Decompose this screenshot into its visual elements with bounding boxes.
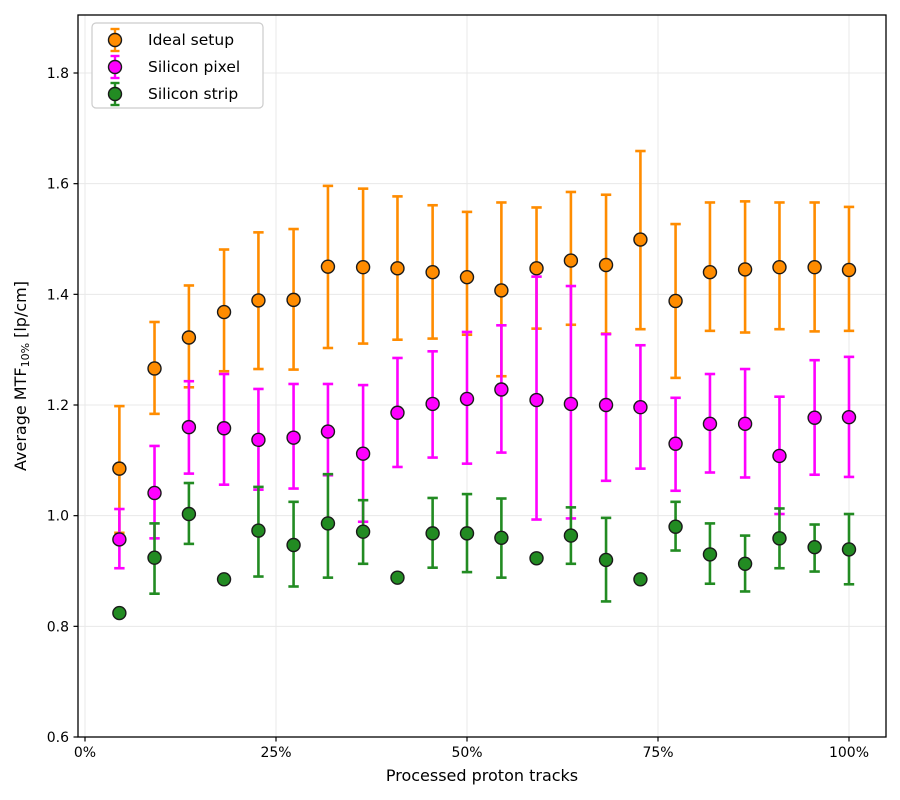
data-point — [772, 531, 787, 546]
data-point — [216, 572, 232, 587]
legend-glyph-marker — [107, 59, 123, 75]
data-point — [112, 532, 127, 547]
data-point — [807, 260, 822, 275]
y-tick-label: 1.4 — [47, 287, 69, 303]
data-point — [320, 259, 336, 274]
data-point — [633, 232, 648, 247]
series-silicon-pixel — [112, 275, 857, 570]
x-tick-label: 25% — [260, 745, 291, 761]
data-point — [598, 397, 614, 413]
legend-label-silicon-strip: Silicon strip — [148, 85, 238, 103]
data-point — [807, 540, 822, 555]
data-point — [494, 382, 509, 397]
data-point — [147, 550, 162, 565]
data-point — [702, 416, 718, 432]
data-point — [112, 605, 127, 621]
legend-glyphs — [107, 27, 123, 107]
data-point — [251, 293, 266, 308]
legend-glyph-marker — [107, 32, 123, 48]
data-point — [772, 260, 787, 275]
data-point — [320, 424, 336, 439]
data-point — [181, 506, 197, 522]
data-point — [841, 262, 857, 278]
data-point — [390, 570, 405, 585]
data-point — [459, 526, 475, 541]
data-point — [668, 293, 683, 309]
data-point — [355, 260, 371, 275]
data-point — [529, 551, 544, 566]
data-point — [181, 330, 197, 345]
data-point — [181, 419, 197, 435]
data-point — [216, 304, 232, 320]
x-tick-label: 50% — [451, 745, 482, 761]
y-tick-label: 0.8 — [47, 619, 69, 635]
y-tick-label: 1.0 — [47, 509, 69, 525]
x-tick-label: 75% — [642, 745, 673, 761]
data-point — [563, 253, 579, 268]
data-point — [737, 556, 753, 572]
series-silicon-strip — [112, 472, 857, 621]
legend: Ideal setup Silicon pixel Silicon strip — [91, 22, 264, 109]
plot-area-border — [77, 14, 887, 738]
grid-lines — [78, 15, 886, 738]
data-point — [807, 410, 822, 425]
data-point — [425, 396, 440, 412]
data-point — [147, 361, 162, 376]
data-point — [598, 552, 614, 568]
data-point — [320, 516, 336, 531]
series-ideal-setup — [112, 149, 857, 535]
data-point — [702, 265, 718, 280]
data-point — [841, 542, 857, 557]
data-point — [494, 283, 509, 298]
data-point — [286, 292, 301, 308]
legend-glyph-marker — [107, 86, 123, 102]
data-point — [251, 523, 266, 538]
data-point — [563, 396, 579, 412]
data-point — [355, 446, 371, 461]
data-point — [390, 261, 405, 276]
data-point — [286, 537, 301, 553]
data-point — [216, 421, 232, 436]
data-point — [529, 392, 544, 408]
data-point — [598, 257, 614, 273]
x-tick-label: 100% — [829, 745, 869, 761]
data-point — [286, 430, 301, 445]
y-axis-label: Average MTF10% [lp/cm] — [11, 281, 32, 471]
data-point — [494, 530, 509, 546]
data-point — [112, 461, 127, 476]
y-tick-label: 1.6 — [47, 177, 69, 193]
data-point — [425, 265, 440, 280]
data-point — [459, 391, 475, 407]
data-point — [737, 262, 753, 277]
data-series — [112, 149, 857, 621]
data-point — [668, 436, 683, 451]
data-point — [563, 528, 579, 543]
y-tick-label: 0.6 — [47, 730, 69, 746]
data-point — [633, 400, 648, 415]
data-point — [633, 572, 648, 587]
data-point — [425, 526, 440, 541]
data-point — [737, 416, 753, 432]
data-point — [668, 519, 683, 534]
x-axis-ticks: 0% 25% 50% 75% 100% — [74, 737, 869, 761]
data-point — [251, 432, 266, 448]
data-point — [529, 261, 544, 276]
x-tick-label: 0% — [74, 745, 96, 761]
y-axis-ticks: 0.6 0.8 1.0 1.2 1.4 1.6 1.8 — [47, 66, 78, 746]
data-point — [390, 405, 405, 420]
data-point — [702, 547, 718, 562]
data-point — [841, 409, 857, 425]
data-point — [355, 524, 371, 539]
y-tick-label: 1.8 — [47, 66, 69, 82]
legend-label-silicon-pixel: Silicon pixel — [148, 58, 240, 76]
legend-label-ideal-setup: Ideal setup — [148, 31, 234, 49]
legend-box — [91, 22, 264, 109]
y-tick-label: 1.2 — [47, 398, 69, 414]
data-point — [772, 448, 787, 464]
data-point — [147, 485, 162, 501]
data-point — [459, 269, 475, 285]
x-axis-label: Processed proton tracks — [386, 766, 578, 785]
